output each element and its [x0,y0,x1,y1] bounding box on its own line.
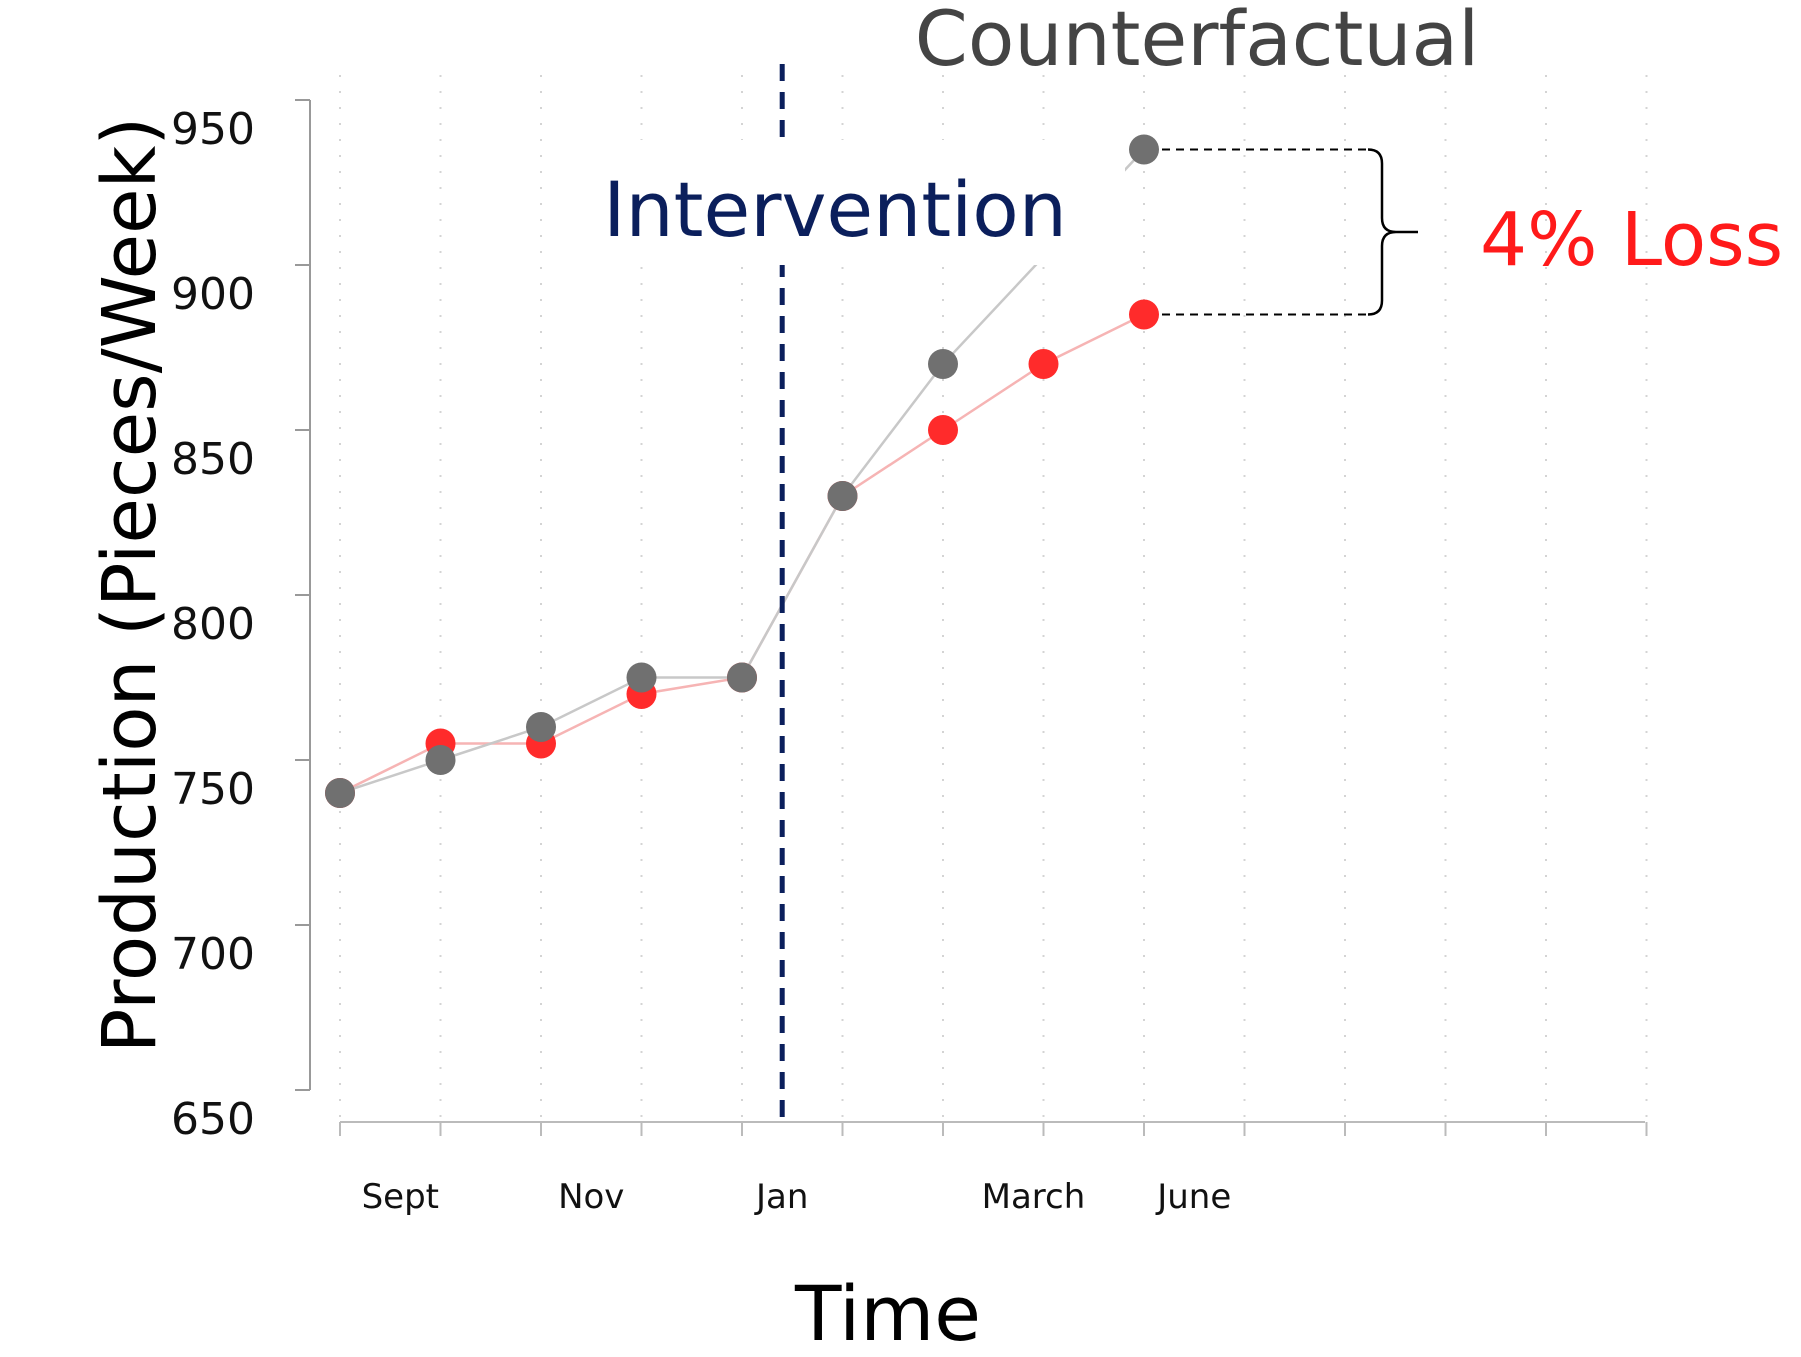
x-tick-label: Nov [558,1177,624,1217]
intervention-label-bg [585,140,1125,265]
data-point [827,481,858,511]
y-tick-label: 700 [171,929,255,980]
data-point [1129,134,1159,165]
data-point [626,662,657,693]
loss-bracket [1162,148,1418,316]
data-point [526,712,556,742]
y-tick-label: 800 [171,599,255,650]
data-point [325,778,355,808]
loss-annotation: 4% Loss [1480,197,1783,283]
counterfactual-annotation: Counterfactual [915,0,1479,83]
y-tick-label: 750 [171,764,255,815]
x-tick-label: Sept [362,1177,439,1217]
series-points [325,134,1159,808]
data-point [928,349,958,379]
x-axis-label: Time [794,1269,981,1357]
data-point [727,662,757,693]
data-point [1129,299,1159,330]
y-ticks: 650 700 750 800 850 900 950 [171,99,310,1145]
intervention-annotation: Intervention [603,165,1067,254]
x-tick-label: Jan [754,1177,808,1217]
y-axis-label: Production (Pieces/Week) [87,117,173,1054]
data-point [928,415,958,445]
series-line [339,148,1145,795]
x-tick-label: June [1155,1177,1231,1217]
data-point [425,745,456,775]
data-point [1028,349,1059,379]
y-tick-label: 900 [171,269,255,320]
x-tick-label: March [982,1177,1086,1217]
y-tick-label: 650 [171,1094,255,1145]
y-tick-label: 950 [171,104,255,155]
x-ticks: Sept Nov Jan March June [339,1122,1648,1217]
series-line [339,313,1145,795]
loss-brace [1367,148,1418,316]
y-tick-label: 850 [171,434,255,485]
